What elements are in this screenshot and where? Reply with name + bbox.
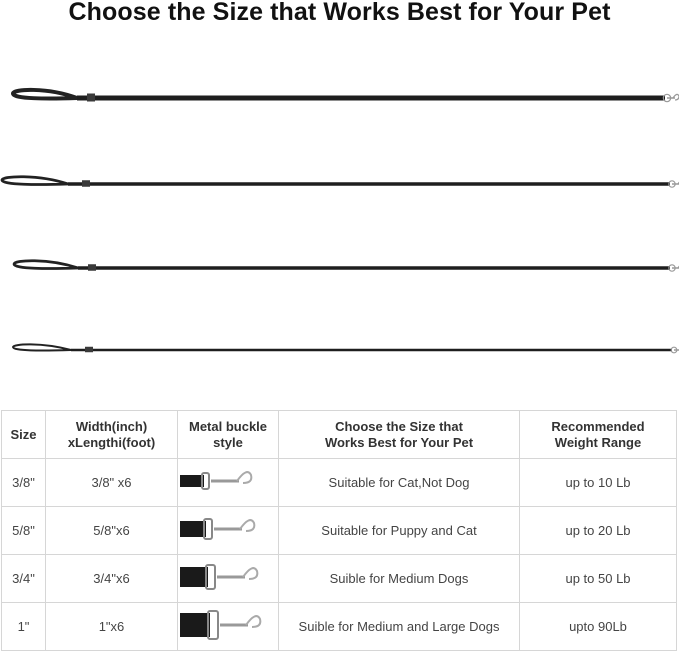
leash xyxy=(0,175,679,188)
leash xyxy=(10,87,679,103)
size-chart-table: Size Width(inch) xLengthi(foot) Metal buc… xyxy=(1,410,677,651)
xl-buckle-icon xyxy=(180,610,262,640)
cell-suitability: Suitable for Cat,Not Dog xyxy=(278,458,520,507)
table-row: 3/8" 3/8" x6 Suitable for Cat,Not Dog up t… xyxy=(1,458,677,507)
header-weight: Recommended Weight Range xyxy=(519,410,677,459)
header-dimensions: Width(inch) xLengthi(foot) xyxy=(45,410,178,459)
xl-buckle-icon xyxy=(177,602,279,651)
page-title: Choose the Size that Works Best for Your… xyxy=(68,0,611,26)
leash xyxy=(12,259,679,272)
small-buckle-icon xyxy=(180,471,253,490)
medium-buckle-icon xyxy=(177,506,279,555)
leash-illustrations xyxy=(0,87,679,354)
cell-dimensions: 1"x6 xyxy=(45,602,178,651)
cell-weight: up to 10 Lb xyxy=(519,458,677,507)
cell-weight: up to 20 Lb xyxy=(519,506,677,555)
large-buckle-icon xyxy=(180,564,259,590)
cell-weight: up to 50 Lb xyxy=(519,554,677,603)
cell-size: 1" xyxy=(1,602,46,651)
cell-dimensions: 3/8" x6 xyxy=(45,458,178,507)
cell-size: 5/8" xyxy=(1,506,46,555)
leash xyxy=(11,343,679,354)
table-row: 1" 1"x6 Suible for Medium and Large Dogs u… xyxy=(1,602,677,651)
table-row: 3/4" 3/4"x6 Suible for Medium Dogs up to 5… xyxy=(1,554,677,603)
small-buckle-icon xyxy=(177,458,279,507)
cell-weight: upto 90Lb xyxy=(519,602,677,651)
cell-dimensions: 5/8"x6 xyxy=(45,506,178,555)
cell-suitability: Suible for Medium and Large Dogs xyxy=(278,602,520,651)
header-suitability: Choose the Size that Works Best for Your … xyxy=(278,410,520,459)
cell-size: 3/4" xyxy=(1,554,46,603)
cell-suitability: Suitable for Puppy and Cat xyxy=(278,506,520,555)
medium-buckle-icon xyxy=(180,518,256,540)
cell-size: 3/8" xyxy=(1,458,46,507)
large-buckle-icon xyxy=(177,554,279,603)
cell-dimensions: 3/4"x6 xyxy=(45,554,178,603)
header-buckle: Metal buckle style xyxy=(177,410,279,459)
header-size: Size xyxy=(1,410,46,459)
table-header-row: Size Width(inch) xLengthi(foot) Metal buc… xyxy=(1,410,677,459)
cell-suitability: Suible for Medium Dogs xyxy=(278,554,520,603)
table-row: 5/8" 5/8"x6 Suitable for Puppy and Cat up … xyxy=(1,506,677,555)
